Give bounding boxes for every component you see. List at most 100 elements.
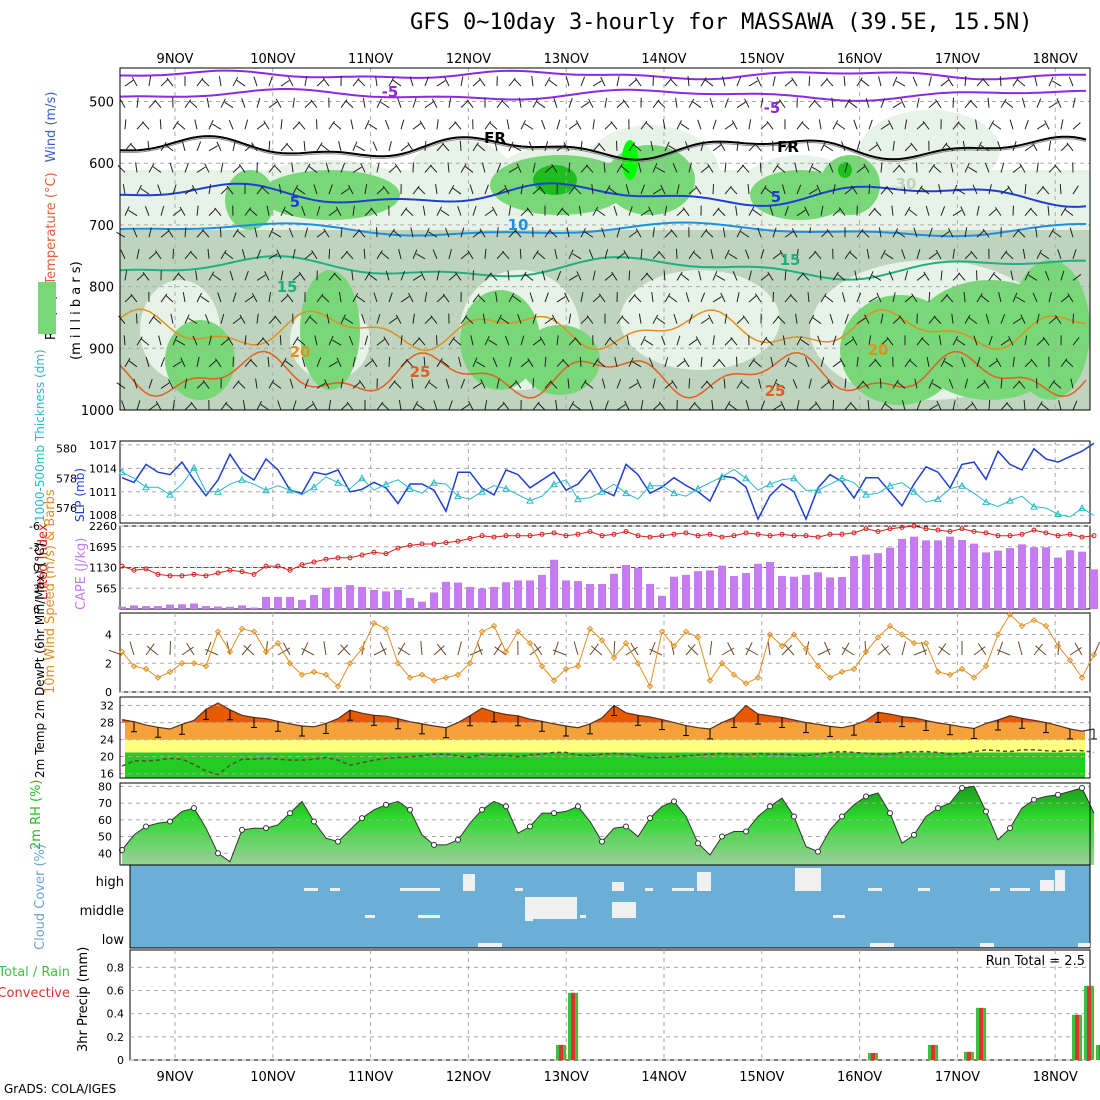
wind-barb [328,120,336,130]
wind-barb [987,97,990,108]
wind-barb [568,98,573,108]
cloud-level-label: low [102,933,125,948]
wind10m-point [730,671,738,678]
wind-barb [416,403,426,411]
wind-barb [730,336,738,346]
wind-barb [568,122,578,130]
wind-barb [664,357,669,367]
wind-barb [721,76,726,87]
wind-barb [688,162,692,173]
rh2m-point [791,813,797,820]
thickness-point [238,475,246,483]
wind-barb [796,184,802,195]
wind-barb [368,274,378,281]
wind-barb [824,295,834,303]
wind-barb [364,119,370,130]
wind-barb [160,357,166,367]
wind-barb [916,400,922,411]
wind-barb [900,98,906,108]
wind-barb [888,271,894,281]
wind10m-point [250,628,258,635]
cape-bar [406,597,414,609]
wind-barb [620,165,630,173]
wind-barb [765,338,774,346]
wind-barb [436,358,443,368]
wind-barb [372,141,378,152]
lifted-index-point [1067,531,1073,537]
wind-barb [1052,230,1062,238]
wind-barb [412,337,421,346]
wind-barb [878,227,882,238]
rh2m-point [239,826,245,833]
rh-legend-swatch [38,282,56,334]
wind-barb [195,270,198,281]
wind10m-point [598,637,606,644]
wind-barb [124,294,133,303]
wind10m-barb [685,644,696,656]
lifted-index-point [947,529,953,535]
wind-barb [680,273,690,281]
wind10m-barb [1035,645,1047,656]
wind-barb [854,270,858,281]
wind-barb [532,378,534,389]
wind-barb [172,361,182,368]
date-label-bottom: 16NOV [837,1070,882,1085]
wind-barb [766,120,774,130]
wind-barb [983,379,990,389]
wind-barb [376,162,380,173]
wind-barb [518,97,522,108]
lifted-index-point [167,573,173,579]
wind-barb [628,142,636,152]
wind-barb [1048,379,1056,389]
wind10m-point [442,674,450,681]
wind-barb [576,271,582,281]
wind-barb [664,229,673,238]
wind-barb [202,380,210,389]
cape-bar [166,604,174,609]
wind-barb [586,315,594,324]
wind-barb [638,313,642,324]
wind-barb [553,98,558,108]
wind-barb [412,313,415,324]
wind-barb [405,359,414,368]
wind-barb [244,119,249,130]
wind-barb [256,249,262,260]
wind-barb [839,357,846,368]
wind-barb [952,209,962,217]
lifted-index-point [515,533,521,539]
wind-barb [807,292,810,303]
wind-barb [229,270,234,281]
wind-barb [142,272,150,281]
wind-barb [352,166,362,173]
wind10m-point [226,648,234,655]
lifted-index-point [791,533,797,539]
thickness-point [694,484,702,492]
wind-barb [1068,76,1074,87]
wind-barb [928,163,936,173]
wind-barb [276,249,282,260]
wind10m-point [490,622,498,630]
wind-barb [645,272,654,281]
wind10m-barb [533,643,543,656]
wind-barb [940,294,948,303]
thickness-point [1078,504,1086,512]
wind-barb [884,403,894,411]
wind-barb [466,99,474,108]
wind-barb [208,119,214,130]
wind-barb [412,162,414,173]
wind-barb [272,231,282,238]
date-label-top: 11NOV [348,52,393,67]
wind-barb [433,400,438,411]
wind-barb [472,79,481,87]
wind-barb [736,316,745,324]
wind-barb [926,356,930,367]
wind-barb [648,206,654,216]
wind-barb [340,314,346,324]
wind-barb [664,78,672,87]
wind-barb [472,270,474,281]
wind-barb [506,119,510,130]
wind-barb [592,80,602,87]
lifted-index-point [671,531,677,537]
wind-barb [976,293,983,303]
